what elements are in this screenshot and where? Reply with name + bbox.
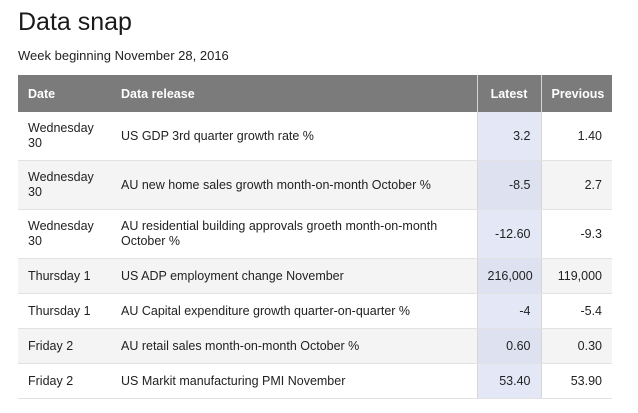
header-release: Data release <box>111 75 477 112</box>
table-header-row: Date Data release Latest Previous <box>18 75 612 112</box>
table-row: Friday 2 US Markit manufacturing PMI Nov… <box>18 363 612 399</box>
cell-latest: 0.60 <box>476 328 542 364</box>
cell-latest: 53.40 <box>476 363 542 399</box>
cell-previous: -5.4 <box>541 293 612 329</box>
cell-date: Friday 2 <box>18 363 111 399</box>
cell-release: AU residential building approvals groeth… <box>111 209 477 259</box>
cell-date: Thursday 1 <box>18 258 111 294</box>
cell-previous: 2.7 <box>541 160 612 210</box>
cell-previous: 0.30 <box>541 328 612 364</box>
cell-latest: -12.60 <box>476 209 542 259</box>
cell-date: Wednesday 30 <box>18 112 111 161</box>
table-row: Wednesday 30 AU residential building app… <box>18 209 612 259</box>
page-subtitle: Week beginning November 28, 2016 <box>18 48 229 63</box>
table-row: Wednesday 30 US GDP 3rd quarter growth r… <box>18 112 612 161</box>
cell-release: AU retail sales month-on-month October % <box>111 328 477 364</box>
header-date: Date <box>18 75 111 112</box>
cell-date: Friday 2 <box>18 328 111 364</box>
cell-release: AU new home sales growth month-on-month … <box>111 160 477 210</box>
cell-latest: 216,000 <box>476 258 542 294</box>
header-latest: Latest <box>476 75 542 112</box>
cell-date: Thursday 1 <box>18 293 111 329</box>
table-row: Friday 2 AU retail sales month-on-month … <box>18 328 612 364</box>
cell-latest: 3.2 <box>476 112 542 161</box>
table-row: Wednesday 30 AU new home sales growth mo… <box>18 160 612 210</box>
cell-date: Wednesday 30 <box>18 160 111 210</box>
cell-latest: -8.5 <box>476 160 542 210</box>
cell-release: US Markit manufacturing PMI November <box>111 363 477 399</box>
header-previous: Previous <box>541 75 612 112</box>
cell-previous: 119,000 <box>541 258 612 294</box>
data-table: Date Data release Latest Previous Wednes… <box>18 75 612 399</box>
cell-release: US ADP employment change November <box>111 258 477 294</box>
cell-release: US GDP 3rd quarter growth rate % <box>111 112 477 161</box>
page-title: Data snap <box>18 8 132 36</box>
cell-previous: 1.40 <box>541 112 612 161</box>
table-row: Thursday 1 AU Capital expenditure growth… <box>18 293 612 329</box>
cell-release: AU Capital expenditure growth quarter-on… <box>111 293 477 329</box>
table-row: Thursday 1 US ADP employment change Nove… <box>18 258 612 294</box>
cell-previous: 53.90 <box>541 363 612 399</box>
cell-latest: -4 <box>476 293 542 329</box>
cell-date: Wednesday 30 <box>18 209 111 259</box>
cell-previous: -9.3 <box>541 209 612 259</box>
